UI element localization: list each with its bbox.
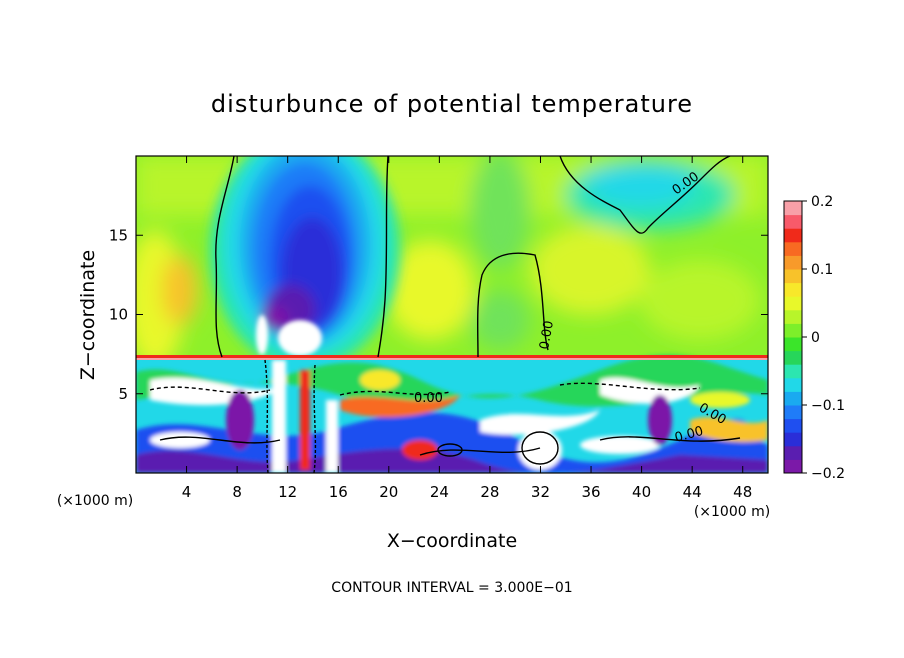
colorbar-segment: [784, 391, 802, 406]
colorbar-segment: [784, 350, 802, 365]
colorbar-segment: [784, 309, 802, 324]
x-tick-label: 4: [182, 483, 192, 501]
colorbar-segment: [784, 296, 802, 311]
x-tick-label: 8: [232, 483, 242, 501]
colorbar-segment: [784, 214, 802, 229]
x-tick-label: 40: [632, 483, 651, 501]
y-tick-label: 10: [109, 306, 128, 324]
turbulent-layer: [136, 354, 768, 473]
colorbar-segment: [784, 269, 802, 284]
x-tick-label: 44: [683, 483, 702, 501]
colorbar-segment: [784, 445, 802, 460]
colorbar-segment: [784, 201, 802, 216]
colorbar: 0.2 0.1 0 −0.1 −0.2: [783, 194, 845, 482]
x-tick-label: 16: [329, 483, 348, 501]
contour-label: 0.00: [414, 391, 443, 406]
x-unit-label-right: (×1000 m): [694, 504, 770, 520]
x-tick-label: 28: [480, 483, 499, 501]
chart-title: disturbunce of potential temperature: [211, 90, 693, 118]
colorbar-segment: [784, 241, 802, 256]
colorbar-segment: [784, 228, 802, 243]
x-axis-label: X−coordinate: [387, 530, 517, 552]
colorbar-tick-label: 0.1: [811, 262, 833, 278]
upper-field: [136, 156, 768, 370]
colorbar-tick-label: −0.1: [811, 398, 845, 414]
x-tick-label: 24: [430, 483, 449, 501]
x-tick-label: 32: [531, 483, 550, 501]
y-tick-label: 5: [118, 385, 128, 403]
colorbar-segment: [784, 405, 802, 420]
colorbar-tick-label: −0.2: [811, 466, 845, 482]
colorbar-segment: [784, 364, 802, 379]
cold-plume-core: [256, 315, 322, 356]
colorbar-segment: [784, 255, 802, 270]
colorbar-segment: [784, 418, 802, 433]
colorbar-segment: [784, 432, 802, 447]
colorbar-segment: [784, 323, 802, 338]
x-tick-label: 12: [278, 483, 297, 501]
y-axis-label: Z−coordinate: [77, 250, 99, 380]
contour-lines: [149, 156, 741, 473]
colorbar-segment: [784, 282, 802, 297]
contour-label: 0.00: [537, 320, 557, 351]
colorbar-segment: [784, 377, 802, 392]
x-unit-label-left: (×1000 m): [57, 493, 133, 509]
plot-area: 0.00 0.00 0.00 0.00 0.00: [136, 156, 768, 473]
x-tick-label: 36: [581, 483, 600, 501]
x-tick-label: 48: [733, 483, 752, 501]
contour-interval-footer: CONTOUR INTERVAL = 3.000E−01: [331, 580, 572, 596]
colorbar-tick-label: 0: [811, 330, 820, 346]
colorbar-segment: [784, 459, 802, 474]
cold-plume: [210, 156, 400, 370]
colorbar-tick-label: 0.2: [811, 194, 833, 210]
contour-label: 0.00: [673, 424, 705, 446]
colorbar-segment: [784, 337, 802, 352]
x-tick-label: 20: [379, 483, 398, 501]
y-tick-label: 15: [109, 226, 128, 244]
